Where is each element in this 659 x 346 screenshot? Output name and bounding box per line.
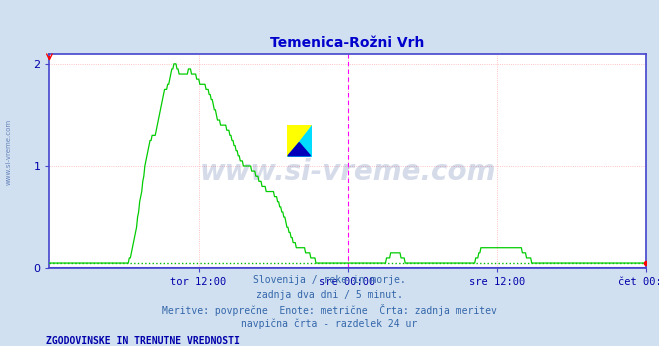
Polygon shape xyxy=(287,125,312,157)
Text: zadnja dva dni / 5 minut.: zadnja dva dni / 5 minut. xyxy=(256,290,403,300)
Text: Meritve: povprečne  Enote: metrične  Črta: zadnja meritev: Meritve: povprečne Enote: metrične Črta:… xyxy=(162,304,497,316)
Polygon shape xyxy=(288,143,310,156)
Text: navpična črta - razdelek 24 ur: navpična črta - razdelek 24 ur xyxy=(241,319,418,329)
Text: www.si-vreme.com: www.si-vreme.com xyxy=(5,119,12,185)
Text: www.si-vreme.com: www.si-vreme.com xyxy=(200,158,496,185)
Polygon shape xyxy=(287,125,312,157)
Title: Temenica-Rožni Vrh: Temenica-Rožni Vrh xyxy=(270,36,425,50)
Text: Slovenija / reke in morje.: Slovenija / reke in morje. xyxy=(253,275,406,285)
Text: ZGODOVINSKE IN TRENUTNE VREDNOSTI: ZGODOVINSKE IN TRENUTNE VREDNOSTI xyxy=(46,336,240,346)
